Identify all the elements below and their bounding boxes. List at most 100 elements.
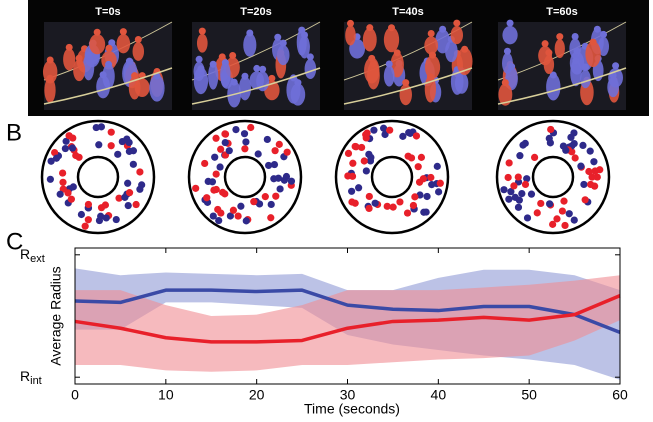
particle (107, 142, 115, 150)
person (82, 53, 95, 81)
particle (75, 153, 83, 161)
particle (516, 152, 524, 160)
particle (537, 199, 545, 208)
particle (129, 160, 137, 168)
particle (276, 185, 284, 193)
particle (581, 196, 589, 204)
person-head (230, 78, 238, 86)
particle (267, 200, 275, 209)
particle (101, 201, 110, 209)
person-head (549, 71, 557, 79)
particle (523, 214, 532, 222)
person-head (259, 65, 267, 73)
particle (132, 200, 140, 209)
person (424, 36, 439, 55)
particle (97, 212, 105, 220)
rail (343, 67, 473, 105)
particle (577, 162, 585, 170)
particle (237, 202, 245, 210)
particle (267, 214, 275, 222)
person-head (229, 52, 237, 60)
particle (521, 180, 530, 188)
person-head (75, 54, 83, 62)
person (193, 61, 205, 81)
particle (59, 169, 67, 177)
person-head (593, 25, 601, 33)
particle (250, 198, 258, 206)
particle (545, 200, 554, 208)
particle (69, 183, 77, 191)
particle (380, 124, 388, 132)
particle (272, 192, 280, 200)
particle (590, 158, 598, 166)
person (243, 33, 257, 57)
particle (84, 216, 92, 224)
person (238, 76, 252, 101)
particle (81, 222, 89, 230)
snapshot-title: T=0s (95, 6, 120, 18)
person-head (198, 27, 206, 35)
person-head (46, 56, 54, 64)
particle (505, 195, 513, 203)
particle (221, 138, 229, 147)
particle (229, 206, 238, 214)
particle (107, 128, 115, 136)
particle (409, 201, 418, 210)
person-head (93, 28, 101, 36)
particle (411, 193, 419, 201)
particle (423, 192, 431, 201)
particle (518, 189, 526, 198)
person-head (346, 19, 354, 27)
particle (112, 215, 120, 224)
annulus-inner (531, 155, 575, 199)
x-tick-label: 20 (249, 387, 265, 403)
person-head (134, 36, 142, 44)
person-head (506, 19, 514, 27)
particle (389, 203, 397, 211)
particle (234, 212, 242, 220)
particle (124, 179, 132, 187)
person-head (388, 24, 396, 32)
person (505, 66, 518, 91)
particle (270, 160, 279, 169)
person (554, 39, 565, 59)
particle (371, 199, 379, 207)
particle (255, 200, 264, 208)
person-head (218, 53, 226, 61)
particle (136, 168, 144, 176)
person (383, 65, 395, 87)
particle (64, 189, 72, 197)
particle (527, 190, 536, 198)
particle (515, 196, 523, 204)
particle (381, 130, 389, 139)
particle (547, 125, 555, 134)
particle (533, 209, 541, 217)
particle (420, 208, 428, 216)
person (498, 83, 513, 106)
person-head (501, 79, 509, 87)
particle (254, 150, 262, 158)
person-head (571, 32, 579, 40)
particle (351, 142, 359, 151)
particle (549, 220, 557, 228)
particle (125, 189, 134, 197)
particle (570, 139, 578, 148)
person (249, 71, 265, 90)
particle (344, 149, 353, 157)
particle (562, 146, 570, 154)
person-head (589, 38, 597, 46)
particle (403, 209, 412, 217)
particle (84, 200, 93, 209)
x-tick-label: 0 (71, 387, 79, 403)
particle (567, 133, 575, 141)
particle (61, 144, 69, 153)
particle (588, 173, 596, 181)
particle (136, 185, 144, 193)
person-head (105, 60, 113, 68)
person (299, 35, 310, 59)
particle (593, 173, 601, 181)
annulus-inner (370, 155, 414, 199)
person-head (119, 28, 127, 36)
particle (365, 204, 373, 213)
particle (365, 192, 373, 201)
